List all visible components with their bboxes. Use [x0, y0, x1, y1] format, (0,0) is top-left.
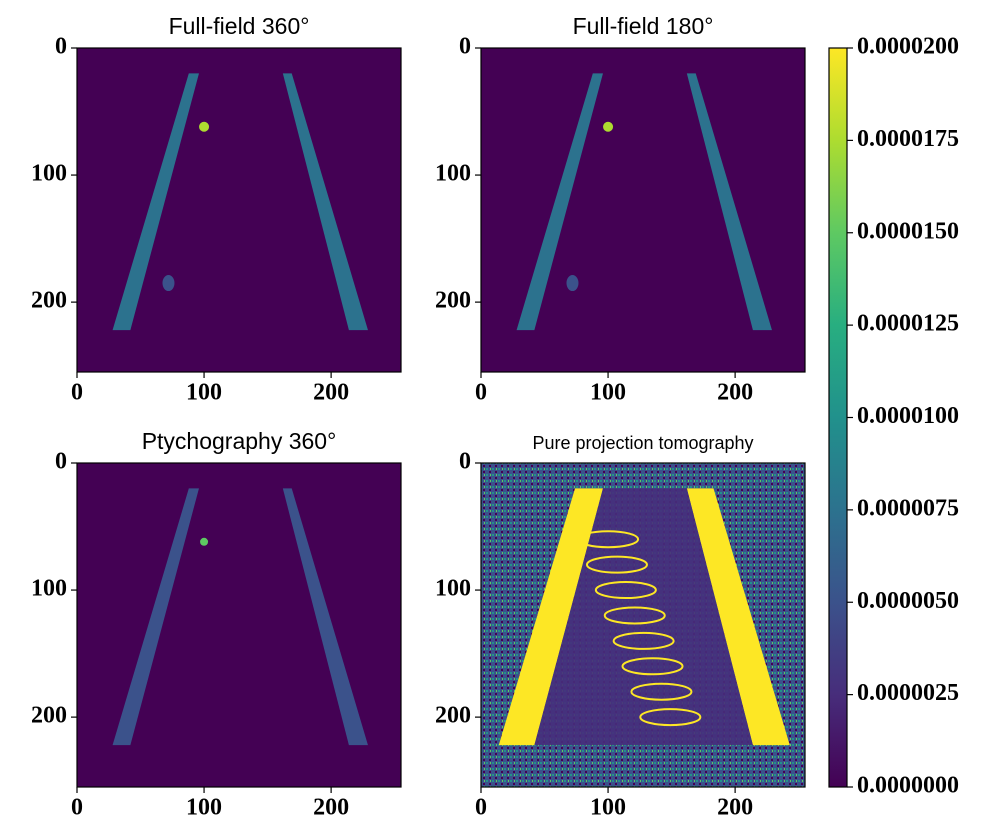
sample-shape [621, 657, 684, 676]
sample-shape [686, 73, 772, 331]
y-tick-label: 0 [55, 449, 67, 475]
sample-shape [585, 555, 648, 574]
sample-shape [112, 488, 199, 746]
colorbar [828, 47, 848, 788]
sample-shape [200, 537, 209, 546]
x-tick-label: 200 [717, 795, 753, 821]
y-tick-label: 100 [435, 161, 471, 187]
sample-shape [534, 488, 753, 746]
y-tick-label: 200 [435, 288, 471, 314]
x-tick-label: 100 [590, 380, 626, 406]
x-tick-label: 100 [590, 795, 626, 821]
x-tick-label: 0 [475, 380, 487, 406]
y-tick-label: 0 [459, 449, 471, 475]
sample-shape [639, 708, 702, 727]
x-tick-label: 0 [71, 795, 83, 821]
colorbar-tick-label: 0.0000025 [857, 680, 959, 706]
sample-shape [686, 488, 790, 746]
sample-shape [498, 488, 603, 746]
x-tick-label: 100 [186, 380, 222, 406]
x-tick-label: 0 [475, 795, 487, 821]
x-tick-label: 200 [313, 795, 349, 821]
axes-frame [76, 462, 402, 788]
y-tick-label: 100 [31, 576, 67, 602]
colorbar-tick-label: 0.0000100 [857, 403, 959, 429]
sample-shape [112, 73, 199, 331]
sample-shape [199, 121, 210, 132]
y-tick-label: 0 [55, 34, 67, 60]
sample-shape [612, 631, 675, 650]
panel-title: Full-field 360° [169, 13, 310, 39]
sample-shape [603, 121, 614, 132]
colorbar-tick-label: 0.0000125 [857, 311, 959, 337]
sample-shape [516, 73, 603, 331]
x-tick-label: 100 [186, 795, 222, 821]
sample-shape [594, 581, 657, 600]
axes-frame [76, 47, 402, 373]
y-tick-label: 200 [435, 703, 471, 729]
y-tick-label: 100 [31, 161, 67, 187]
axes-frame [480, 47, 806, 373]
y-tick-label: 0 [459, 34, 471, 60]
colorbar-tick-label: 0.0000075 [857, 495, 959, 521]
sample-shape [282, 73, 368, 331]
x-tick-label: 200 [717, 380, 753, 406]
sample-shape [162, 275, 175, 292]
sample-shape [566, 275, 579, 292]
sample-shape [577, 530, 640, 549]
y-tick-label: 200 [31, 703, 67, 729]
axes-frame [480, 462, 806, 788]
sample-shape [282, 488, 368, 746]
y-tick-label: 200 [31, 288, 67, 314]
colorbar-tick-label: 0.0000200 [857, 34, 959, 60]
panel-title: Pure projection tomography [532, 433, 753, 453]
colorbar-tick-label: 0.0000050 [857, 588, 959, 614]
panel-title: Full-field 180° [573, 13, 714, 39]
x-tick-label: 200 [313, 380, 349, 406]
x-tick-label: 0 [71, 380, 83, 406]
y-tick-label: 100 [435, 576, 471, 602]
colorbar-tick-label: 0.0000000 [857, 773, 959, 799]
sample-shape [603, 606, 666, 625]
panel-title: Ptychography 360° [142, 428, 337, 454]
colorbar-tick-label: 0.0000150 [857, 218, 959, 244]
colorbar-tick-label: 0.0000175 [857, 126, 959, 152]
sample-shape [630, 682, 693, 701]
